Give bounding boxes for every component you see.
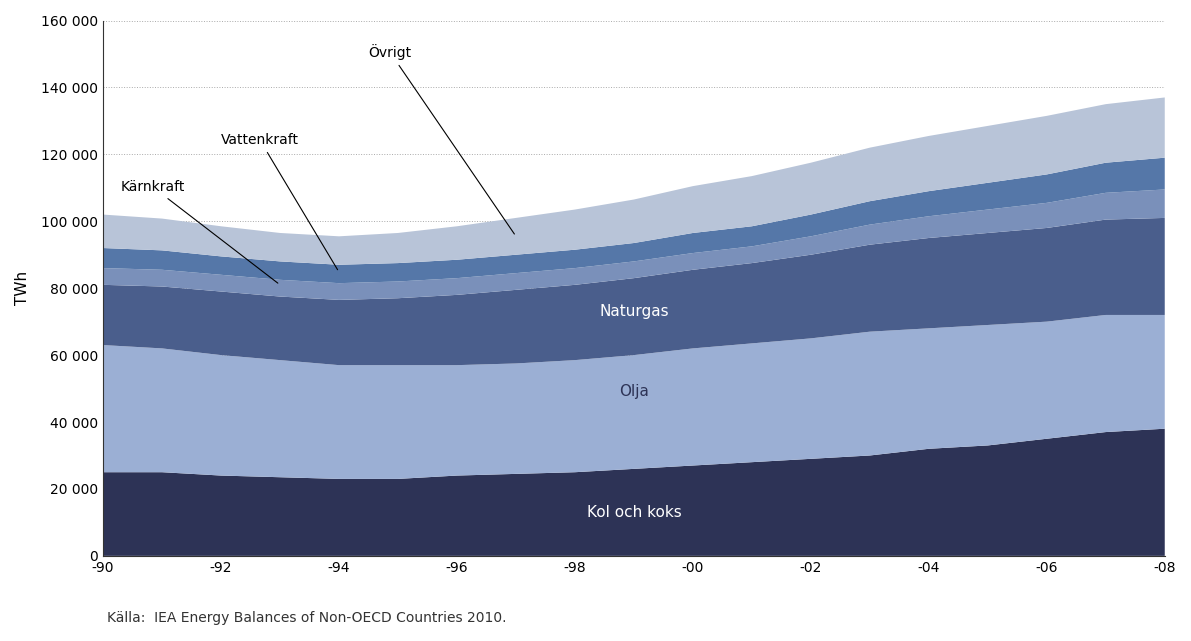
Text: Vattenkraft: Vattenkraft [222, 133, 337, 270]
Y-axis label: TWh: TWh [15, 271, 30, 305]
Text: Kol och koks: Kol och koks [586, 505, 681, 520]
Text: Övrigt: Övrigt [368, 44, 515, 234]
Text: Naturgas: Naturgas [599, 304, 668, 319]
Text: Olja: Olja [619, 385, 649, 399]
Text: Källa:  IEA Energy Balances of Non-OECD Countries 2010.: Källa: IEA Energy Balances of Non-OECD C… [107, 611, 506, 625]
Text: Kärnkraft: Kärnkraft [120, 180, 278, 283]
